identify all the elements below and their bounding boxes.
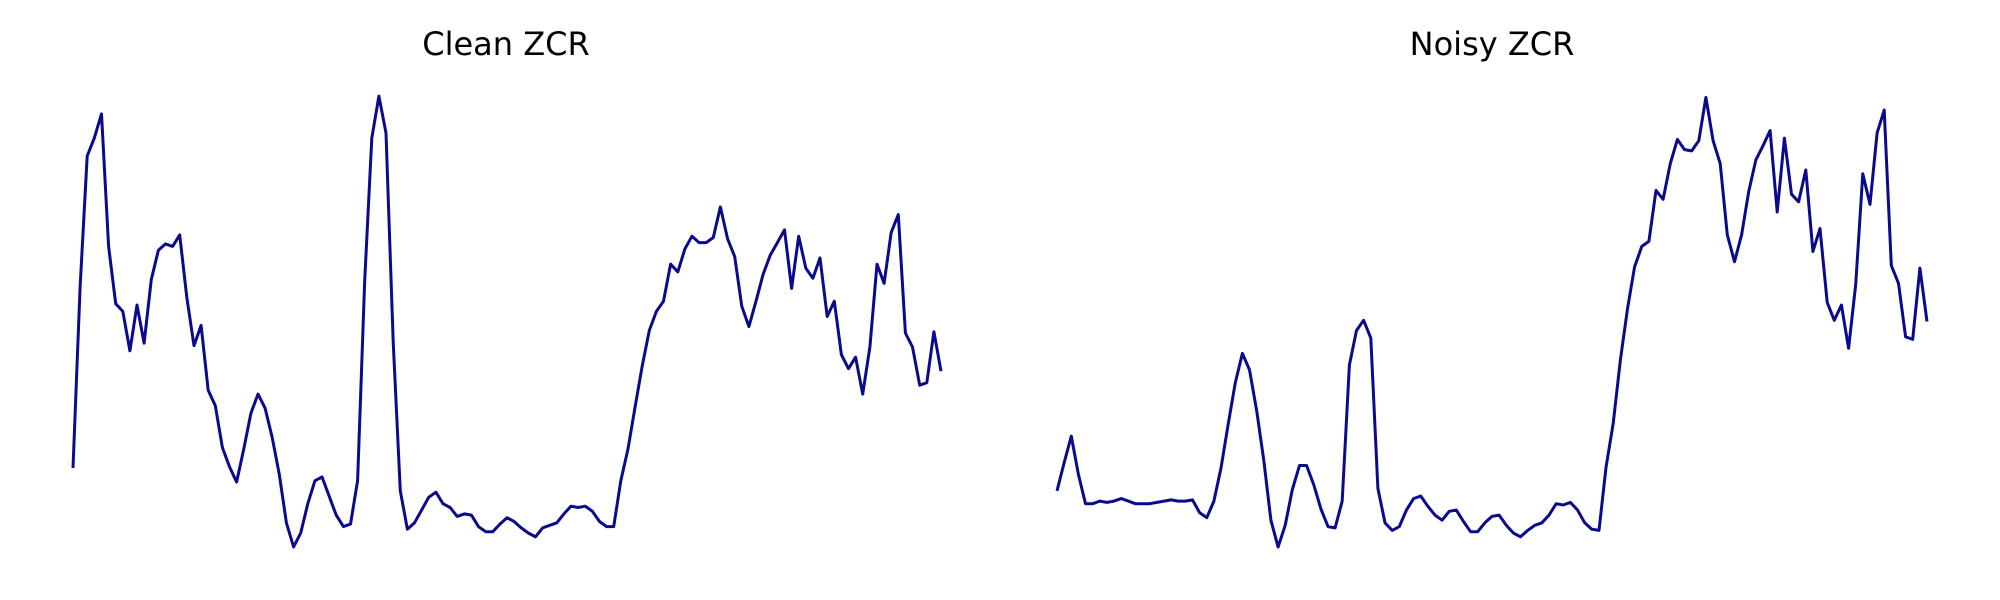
line-series <box>1055 95 1929 549</box>
chart-title: Clean ZCR <box>422 25 589 63</box>
chart-title: Noisy ZCR <box>1410 25 1575 63</box>
line-series <box>71 94 943 549</box>
